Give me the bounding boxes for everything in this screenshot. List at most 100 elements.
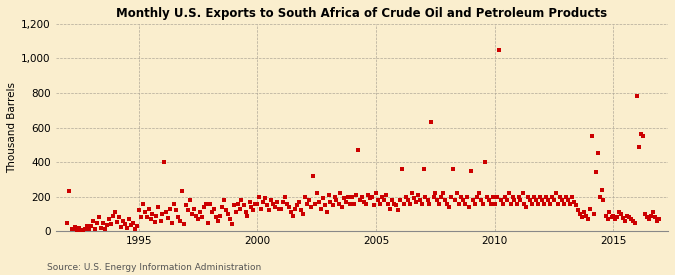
Point: [82, 224, 92, 228]
Point: [122, 226, 132, 230]
Point: [632, 94, 643, 99]
Point: [319, 203, 330, 207]
Point: [304, 198, 315, 202]
Point: [648, 210, 659, 214]
Point: [137, 201, 148, 206]
Point: [323, 193, 334, 197]
Point: [566, 194, 577, 199]
Point: [379, 198, 389, 202]
Point: [458, 198, 468, 202]
Point: [440, 198, 451, 202]
Point: [456, 194, 466, 199]
Point: [624, 215, 634, 219]
Point: [209, 207, 219, 211]
Point: [651, 219, 662, 223]
Point: [497, 201, 508, 206]
Point: [653, 217, 664, 221]
Point: [202, 220, 213, 225]
Point: [477, 201, 488, 206]
Point: [523, 194, 534, 199]
Point: [472, 194, 483, 199]
Point: [360, 201, 371, 206]
Point: [94, 215, 105, 219]
Point: [406, 191, 417, 196]
Point: [626, 217, 637, 221]
Point: [553, 201, 564, 206]
Point: [586, 134, 597, 138]
Point: [179, 222, 190, 227]
Point: [454, 201, 464, 206]
Point: [500, 194, 510, 199]
Point: [448, 167, 458, 171]
Point: [311, 191, 322, 196]
Point: [408, 196, 419, 200]
Point: [88, 219, 99, 223]
Point: [333, 201, 344, 206]
Point: [420, 194, 431, 199]
Point: [576, 215, 587, 219]
Point: [301, 201, 312, 206]
Point: [215, 213, 225, 218]
Point: [236, 198, 247, 202]
Point: [525, 198, 536, 202]
Point: [390, 203, 401, 207]
Point: [527, 201, 538, 206]
Point: [529, 194, 540, 199]
Point: [604, 210, 615, 214]
Point: [139, 210, 150, 214]
Point: [217, 205, 227, 209]
Point: [424, 201, 435, 206]
Point: [442, 201, 453, 206]
Point: [446, 194, 457, 199]
Point: [608, 213, 619, 218]
Point: [313, 200, 324, 204]
Point: [373, 198, 383, 202]
Point: [353, 148, 364, 152]
Point: [84, 226, 95, 231]
Point: [369, 203, 379, 207]
Point: [452, 191, 462, 196]
Point: [286, 210, 296, 214]
Point: [230, 210, 241, 214]
Point: [185, 198, 196, 202]
Point: [307, 174, 318, 178]
Point: [161, 210, 172, 214]
Point: [377, 194, 387, 199]
Point: [600, 213, 611, 218]
Point: [238, 203, 249, 207]
Point: [642, 215, 653, 219]
Title: Monthly U.S. Exports to South Africa of Crude Oil and Petroleum Products: Monthly U.S. Exports to South Africa of …: [116, 7, 608, 20]
Point: [96, 226, 107, 230]
Point: [450, 198, 460, 202]
Point: [412, 193, 423, 197]
Point: [165, 207, 176, 211]
Point: [371, 191, 381, 196]
Point: [479, 160, 490, 164]
Point: [266, 198, 277, 202]
Point: [325, 200, 336, 204]
Point: [570, 203, 581, 207]
Point: [256, 207, 267, 211]
Point: [100, 226, 111, 231]
Point: [547, 194, 558, 199]
Point: [126, 223, 136, 227]
Point: [92, 221, 103, 226]
Point: [105, 222, 116, 227]
Point: [491, 194, 502, 199]
Point: [78, 228, 89, 233]
Point: [117, 219, 128, 223]
Point: [590, 170, 601, 175]
Point: [483, 198, 494, 202]
Point: [250, 201, 261, 206]
Point: [294, 200, 304, 204]
Point: [533, 201, 543, 206]
Point: [610, 217, 621, 221]
Point: [618, 216, 629, 221]
Point: [159, 160, 169, 164]
Point: [364, 196, 375, 200]
Point: [398, 201, 409, 206]
Point: [132, 224, 142, 228]
Point: [264, 208, 275, 213]
Point: [188, 207, 199, 211]
Point: [551, 191, 562, 196]
